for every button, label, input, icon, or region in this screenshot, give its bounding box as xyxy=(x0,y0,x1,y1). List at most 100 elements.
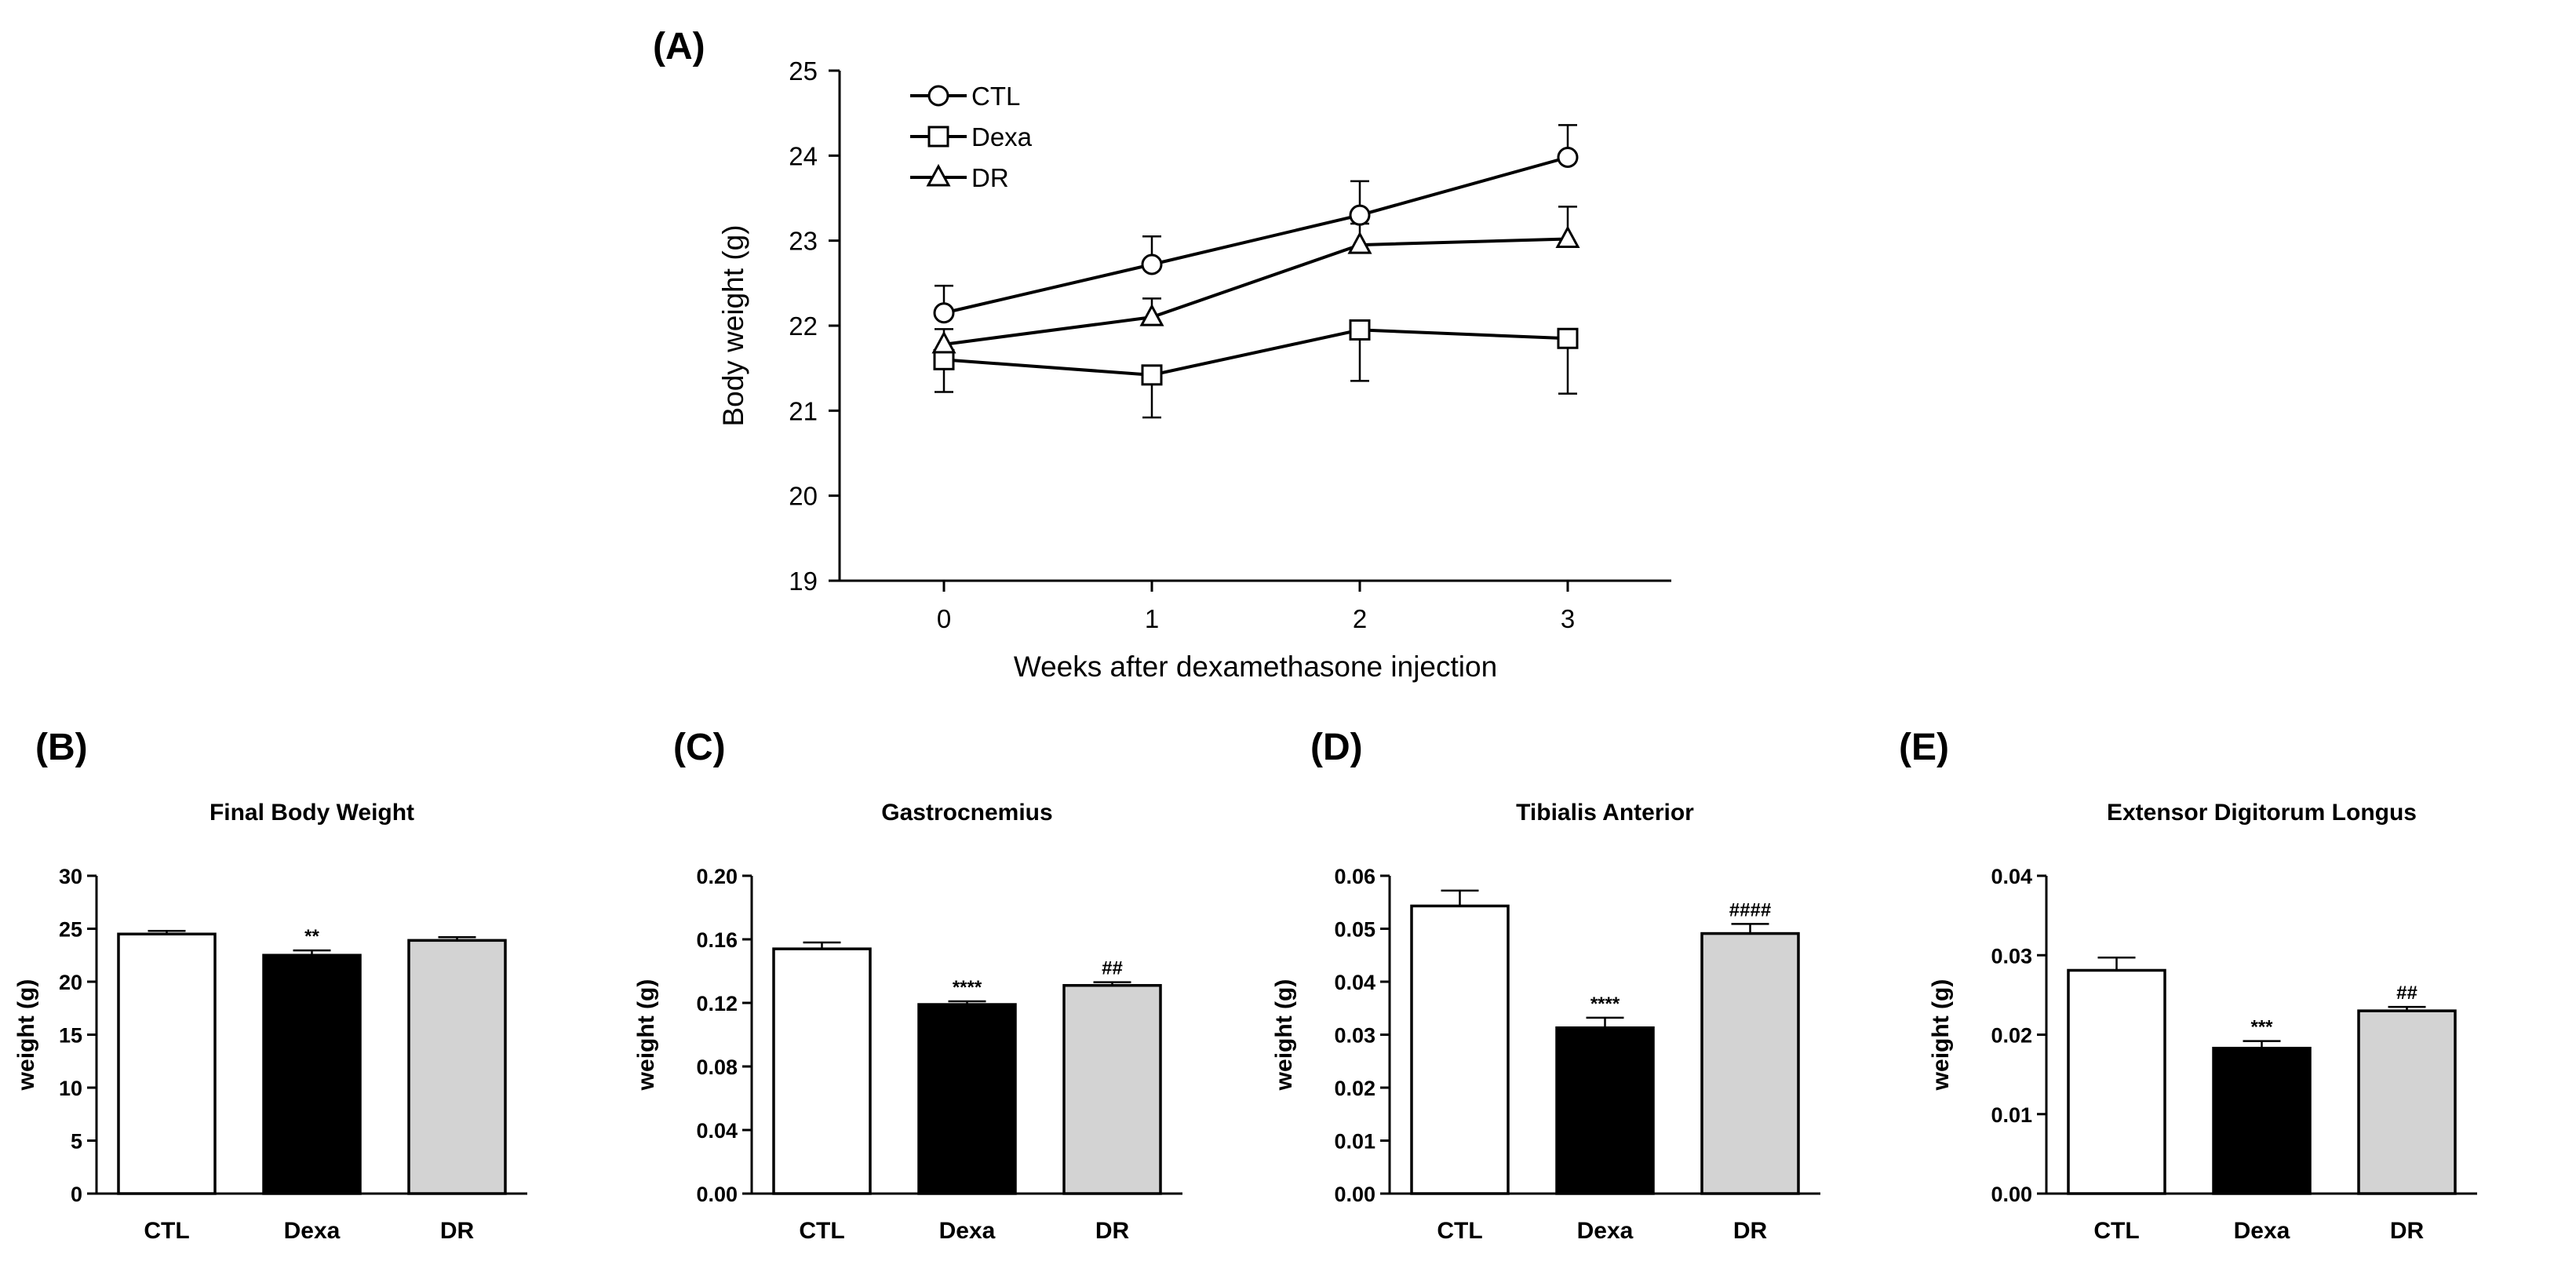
x-tick-label: 1 xyxy=(1145,604,1159,633)
y-tick-label: 24 xyxy=(789,141,818,170)
y-tick-label: 0.08 xyxy=(696,1055,738,1079)
series-line-dexa xyxy=(943,328,1569,377)
y-tick-label: 19 xyxy=(789,567,818,596)
marker-dexa xyxy=(1557,327,1579,349)
bar-chart-b: (B) Final Body Weight 0 5 10 15 20 25 30 weight (… xyxy=(13,727,527,1244)
y-tick-label: 0.04 xyxy=(1334,971,1375,994)
legend-label-dexa: Dexa xyxy=(971,122,1033,151)
y-tick-label: 10 xyxy=(59,1077,82,1100)
y-tick-label: 20 xyxy=(59,971,82,994)
x-tick-label-dexa: Dexa xyxy=(284,1218,341,1244)
y-axis-label: weight (g) xyxy=(13,979,39,1092)
bar-dr xyxy=(407,939,507,1195)
marker-dr xyxy=(1347,231,1372,254)
x-tick-label-dr: DR xyxy=(1095,1218,1130,1244)
legend-label-dr: DR xyxy=(971,163,1009,192)
significance-label-dexa: **** xyxy=(953,977,982,998)
y-tick-label: 0 xyxy=(71,1183,82,1206)
marker-ctl xyxy=(1349,204,1371,226)
x-tick-label-dr: DR xyxy=(2390,1218,2425,1244)
bar-dexa xyxy=(262,953,362,1195)
x-axis-label: Weeks after dexamethasone injection xyxy=(1014,651,1497,683)
y-axis-label: weight (g) xyxy=(1928,979,1954,1092)
marker-dr xyxy=(931,330,956,354)
x-tick-label-ctl: CTL xyxy=(799,1218,844,1244)
x-tick-label-ctl: CTL xyxy=(1437,1218,1482,1244)
y-tick-label: 20 xyxy=(789,482,818,511)
panel-label-b: (B) xyxy=(35,727,88,768)
marker-ctl xyxy=(1557,147,1579,168)
y-tick-label: 0.00 xyxy=(696,1183,738,1206)
y-tick-label: 22 xyxy=(789,312,818,341)
series-line-ctl xyxy=(943,155,1569,315)
marker-ctl xyxy=(1141,253,1163,275)
x-tick-label-dr: DR xyxy=(440,1218,475,1244)
y-tick-label: 23 xyxy=(789,227,818,256)
x-tick-label-ctl: CTL xyxy=(144,1218,189,1244)
y-tick-label: 0.02 xyxy=(1334,1077,1375,1100)
bar-dr xyxy=(1062,983,1162,1195)
y-tick-label: 0.03 xyxy=(1334,1024,1375,1048)
y-tick-label: 0.16 xyxy=(696,928,738,952)
y-tick-label: 0.12 xyxy=(696,992,738,1015)
marker-dr xyxy=(1555,225,1580,248)
bar-ctl xyxy=(117,932,217,1195)
y-tick-label: 25 xyxy=(789,57,818,86)
y-tick-label: 0.00 xyxy=(1991,1183,2032,1206)
legend-marker-dr xyxy=(926,163,951,187)
y-axis-label: weight (g) xyxy=(633,979,659,1092)
y-tick-label: 0.20 xyxy=(696,865,738,888)
y-tick-label: 21 xyxy=(789,396,818,425)
bar-dexa xyxy=(1555,1026,1655,1195)
y-tick-label: 0.06 xyxy=(1334,865,1375,888)
marker-dr xyxy=(1139,304,1164,326)
y-tick-label: 0.00 xyxy=(1334,1183,1375,1206)
x-tick-label-ctl: CTL xyxy=(2093,1218,2139,1244)
y-tick-label: 0.02 xyxy=(1991,1024,2032,1048)
bar-dexa xyxy=(917,1003,1017,1195)
y-tick-label: 0.04 xyxy=(696,1119,738,1143)
chart-title: Extensor Digitorum Longus xyxy=(2107,800,2417,826)
significance-label-dr: ## xyxy=(1102,958,1123,979)
bar-chart-c: (C) Gastrocnemius 0.00 0.04 0.08 0.12 0.16 0.20… xyxy=(633,727,1182,1244)
x-tick-label-dexa: Dexa xyxy=(2234,1218,2290,1244)
significance-label-dexa: *** xyxy=(2250,1017,2273,1038)
marker-ctl xyxy=(933,302,955,324)
bar-dr xyxy=(1700,931,1800,1195)
x-tick-label-dexa: Dexa xyxy=(939,1218,996,1244)
marker-dexa xyxy=(1349,319,1371,341)
y-tick-label: 0.01 xyxy=(1334,1130,1375,1154)
bar-ctl xyxy=(1410,904,1510,1195)
marker-dexa xyxy=(1141,364,1163,386)
y-tick-label: 30 xyxy=(59,865,82,888)
significance-label-dexa: **** xyxy=(1590,993,1620,1015)
y-tick-label: 0.03 xyxy=(1991,944,2032,968)
bar-chart-d: (D) Tibialis Anterior 0.00 0.01 0.02 0.03 0.04… xyxy=(1271,727,1820,1244)
y-tick-label: 25 xyxy=(59,918,82,942)
x-tick-label-dr: DR xyxy=(1733,1218,1768,1244)
bar-ctl xyxy=(772,947,872,1195)
significance-label-dr: ## xyxy=(2396,982,2418,1004)
panel-label-c: (C) xyxy=(673,727,726,768)
x-tick-label-dexa: Dexa xyxy=(1577,1218,1634,1244)
chart-title: Final Body Weight xyxy=(210,800,414,826)
y-tick-label: 0.01 xyxy=(1991,1103,2032,1127)
y-tick-label: 0.04 xyxy=(1991,865,2032,888)
legend-marker-ctl xyxy=(927,85,949,107)
series-line-dr xyxy=(943,237,1569,346)
legend-label-ctl: CTL xyxy=(971,82,1020,111)
bar-dr xyxy=(2357,1009,2457,1195)
x-tick-label: 3 xyxy=(1561,604,1575,633)
bar-chart-e: (E) Extensor Digitorum Longus 0.00 0.01 0.02… xyxy=(1899,727,2477,1244)
y-tick-label: 0.05 xyxy=(1334,918,1375,942)
panel-label-a: (A) xyxy=(653,26,705,67)
y-tick-label: 5 xyxy=(71,1130,82,1154)
y-tick-label: 15 xyxy=(59,1024,82,1048)
x-tick-label: 0 xyxy=(937,604,951,633)
y-axis-label: Body weight (g) xyxy=(717,224,749,426)
bar-ctl xyxy=(2067,968,2166,1195)
bar-dexa xyxy=(2212,1046,2312,1195)
chart-title: Tibialis Anterior xyxy=(1516,800,1694,826)
